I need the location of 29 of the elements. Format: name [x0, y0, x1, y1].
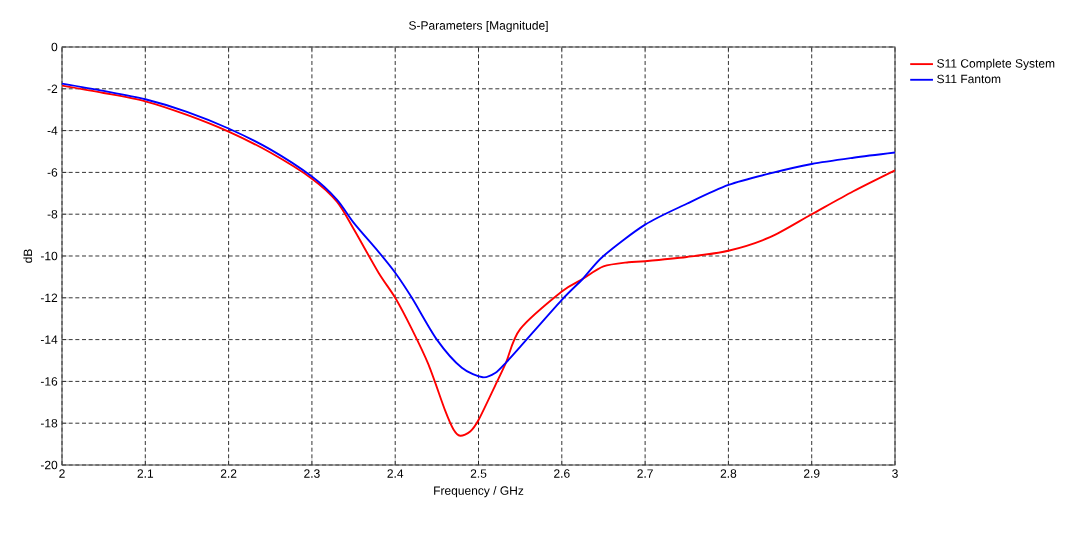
x-tick-label: 2.5: [470, 469, 487, 478]
x-axis-title: Frequency / GHz: [434, 486, 524, 498]
y-tick-label: -14: [40, 335, 58, 344]
x-tick-label: 2.6: [554, 469, 570, 478]
y-tick-label: 0: [51, 42, 58, 52]
x-tick-label: 2.1: [137, 469, 154, 478]
line-series: [62, 84, 896, 437]
x-tick-label: 2: [59, 469, 65, 478]
y-tick-label: -6: [47, 168, 58, 177]
y-tick-label: -8: [47, 209, 58, 219]
x-tick-label: 2.3: [304, 469, 320, 478]
y-tick-label: -4: [47, 126, 58, 135]
line-series: [62, 82, 896, 379]
x-tick-label: 2.8: [720, 469, 737, 478]
x-tick-label: 2.4: [387, 469, 404, 478]
y-tick-label: -20: [40, 460, 58, 470]
x-tick-label: 2.9: [803, 469, 820, 478]
y-axis-title: dB: [23, 249, 33, 263]
x-tick-label: 3: [892, 469, 898, 478]
x-tick-label: 2.7: [637, 469, 653, 478]
legend-label: S11 Complete System: [937, 58, 1055, 71]
y-tick-label: -16: [40, 377, 58, 386]
x-tick-label: 2.2: [220, 469, 237, 478]
y-tick-label: -18: [40, 418, 58, 428]
chart-title: S-Parameters [Magnitude]: [409, 20, 548, 33]
y-tick-label: -10: [40, 251, 58, 261]
legend-label: S11 Fantom: [937, 74, 1001, 84]
y-tick-label: -2: [47, 84, 58, 93]
y-tick-label: -12: [40, 293, 58, 302]
